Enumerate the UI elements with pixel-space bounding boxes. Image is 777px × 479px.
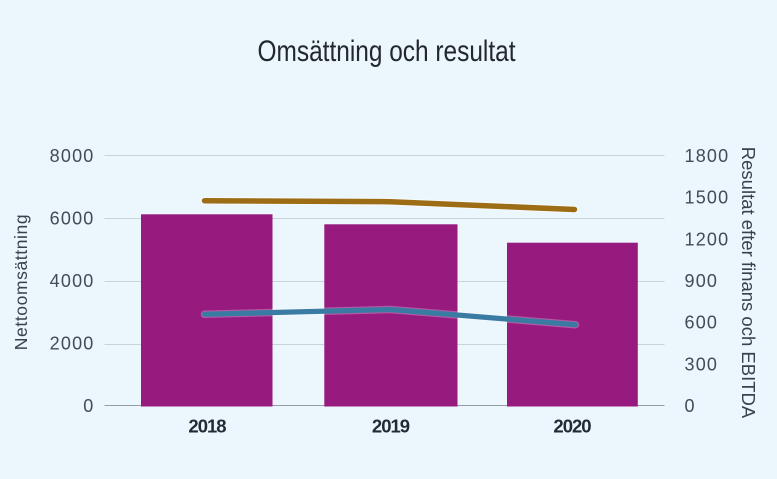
svg-text:6000: 6000 xyxy=(50,209,95,229)
svg-text:2019: 2019 xyxy=(372,416,410,437)
svg-text:Nettoomsättning: Nettoomsättning xyxy=(11,214,31,350)
svg-text:Resultat efter finans och EBIT: Resultat efter finans och EBITDA xyxy=(738,147,759,419)
svg-text:1800: 1800 xyxy=(685,146,730,166)
svg-text:Omsättning och resultat: Omsättning och resultat xyxy=(258,35,517,68)
svg-text:900: 900 xyxy=(685,271,719,291)
svg-text:600: 600 xyxy=(685,313,719,333)
svg-text:4000: 4000 xyxy=(50,271,95,291)
svg-text:0: 0 xyxy=(685,396,696,416)
svg-text:2000: 2000 xyxy=(50,334,95,354)
svg-text:300: 300 xyxy=(685,354,719,374)
svg-text:1500: 1500 xyxy=(685,188,730,208)
svg-text:8000: 8000 xyxy=(50,146,95,166)
svg-text:1200: 1200 xyxy=(685,229,730,249)
svg-text:2020: 2020 xyxy=(553,416,591,437)
svg-text:2018: 2018 xyxy=(188,416,226,437)
svg-text:0: 0 xyxy=(83,396,94,416)
